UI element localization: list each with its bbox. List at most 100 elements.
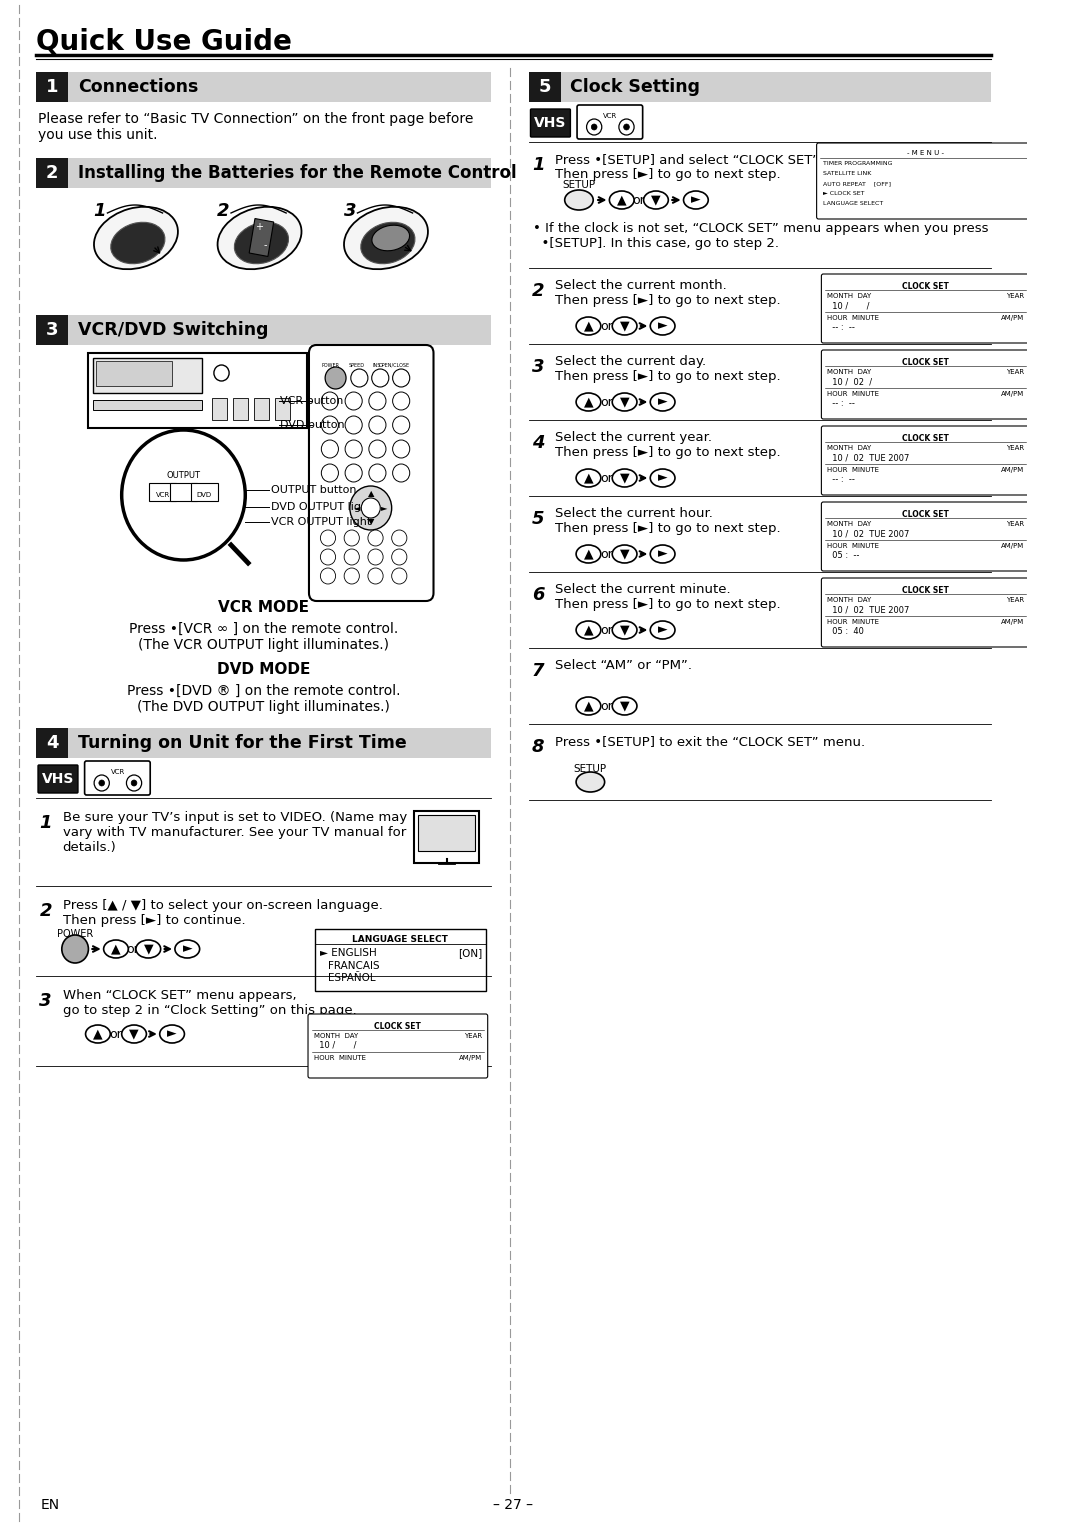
Text: ► ENGLISH: ► ENGLISH: [321, 948, 377, 958]
Bar: [36, 314, 68, 345]
Ellipse shape: [576, 468, 600, 487]
Bar: [36, 728, 490, 758]
Text: Select the current month.
Then press [►] to go to next step.: Select the current month. Then press [►]…: [555, 279, 781, 307]
Text: -- :  --: -- : --: [827, 398, 855, 407]
Bar: [415, 810, 480, 864]
Text: ◄: ◄: [354, 504, 361, 513]
Circle shape: [62, 935, 89, 963]
Text: Press •[VCR ∞ ] on the remote control.
(The VCR OUTPUT light illuminates.): Press •[VCR ∞ ] on the remote control. (…: [129, 623, 397, 652]
Text: AM/PM: AM/PM: [1001, 314, 1024, 320]
Ellipse shape: [576, 621, 600, 639]
Ellipse shape: [122, 1025, 147, 1042]
Bar: [36, 72, 490, 102]
Bar: [528, 72, 990, 102]
Text: YEAR: YEAR: [464, 1033, 482, 1039]
Text: ▲: ▲: [583, 548, 593, 560]
Ellipse shape: [111, 223, 165, 264]
Text: ▲: ▲: [617, 194, 626, 206]
Circle shape: [372, 369, 389, 388]
FancyBboxPatch shape: [822, 578, 1029, 647]
Text: 5: 5: [531, 510, 544, 528]
Text: VCR OUTPUT light: VCR OUTPUT light: [271, 517, 372, 526]
Bar: [191, 484, 218, 501]
Text: VCR: VCR: [604, 113, 618, 119]
Circle shape: [392, 568, 407, 584]
Text: MONTH  DAY: MONTH DAY: [827, 369, 872, 375]
Text: AM/PM: AM/PM: [1001, 543, 1024, 549]
Ellipse shape: [612, 545, 637, 563]
Text: or: or: [125, 943, 138, 955]
Text: ▼: ▼: [620, 319, 630, 333]
Circle shape: [321, 549, 336, 565]
Text: DVD button: DVD button: [281, 420, 346, 430]
Text: AM/PM: AM/PM: [1001, 620, 1024, 626]
Text: VCR/DVD Switching: VCR/DVD Switching: [78, 320, 269, 339]
FancyBboxPatch shape: [816, 143, 1035, 220]
Ellipse shape: [345, 206, 428, 269]
Text: MONTH  DAY: MONTH DAY: [827, 446, 872, 452]
Text: ▲: ▲: [583, 699, 593, 713]
Text: DVD MODE: DVD MODE: [217, 662, 310, 678]
Ellipse shape: [650, 317, 675, 336]
Circle shape: [619, 119, 634, 134]
Text: or: or: [600, 472, 613, 484]
Circle shape: [368, 530, 383, 546]
Bar: [36, 314, 490, 345]
Circle shape: [322, 439, 338, 458]
Circle shape: [368, 549, 383, 565]
Circle shape: [392, 549, 407, 565]
Ellipse shape: [175, 940, 200, 958]
Bar: [36, 159, 68, 188]
Ellipse shape: [104, 940, 129, 958]
Circle shape: [345, 549, 360, 565]
Ellipse shape: [234, 223, 288, 264]
Text: MONTH  DAY: MONTH DAY: [313, 1033, 357, 1039]
Text: SPEED: SPEED: [349, 363, 365, 368]
Text: ►: ►: [183, 943, 192, 955]
Ellipse shape: [612, 697, 637, 716]
Text: 05 :  40: 05 : 40: [827, 627, 864, 636]
Text: 3: 3: [46, 320, 58, 339]
Text: Select the current hour.
Then press [►] to go to next step.: Select the current hour. Then press [►] …: [555, 507, 781, 536]
Bar: [528, 72, 561, 102]
Text: or: or: [600, 624, 613, 636]
Text: ▲: ▲: [583, 624, 593, 636]
Circle shape: [346, 392, 362, 410]
Text: 1: 1: [94, 201, 106, 220]
Circle shape: [623, 124, 630, 130]
Bar: [93, 359, 202, 394]
Text: ▼: ▼: [620, 624, 630, 636]
Ellipse shape: [650, 468, 675, 487]
Circle shape: [346, 417, 362, 433]
Text: HOUR  MINUTE: HOUR MINUTE: [827, 314, 879, 320]
Text: ► CLOCK SET: ► CLOCK SET: [823, 191, 865, 195]
Text: ESPAÑOL: ESPAÑOL: [328, 974, 376, 983]
Text: LANGUAGE SELECT: LANGUAGE SELECT: [352, 935, 448, 945]
Text: 7: 7: [531, 662, 544, 681]
Text: EN: EN: [41, 1499, 60, 1512]
Ellipse shape: [217, 206, 301, 269]
Text: Press •[DVD ® ] on the remote control.
(The DVD OUTPUT light illuminates.): Press •[DVD ® ] on the remote control. (…: [126, 684, 400, 714]
Text: HOUR  MINUTE: HOUR MINUTE: [827, 543, 879, 549]
Ellipse shape: [612, 468, 637, 487]
Text: ►: ►: [658, 624, 667, 636]
Text: 5: 5: [539, 78, 551, 96]
FancyBboxPatch shape: [822, 349, 1029, 420]
Text: 2: 2: [531, 282, 544, 301]
Text: Select the current year.
Then press [►] to go to next step.: Select the current year. Then press [►] …: [555, 430, 781, 459]
Ellipse shape: [85, 1025, 110, 1042]
Text: ►: ►: [658, 548, 667, 560]
Text: Select the current minute.
Then press [►] to go to next step.: Select the current minute. Then press [►…: [555, 583, 781, 610]
Circle shape: [393, 464, 409, 482]
Circle shape: [393, 392, 409, 410]
Text: ▼: ▼: [130, 1027, 139, 1041]
Text: 2: 2: [39, 902, 52, 920]
Circle shape: [351, 369, 368, 388]
Circle shape: [592, 124, 597, 130]
Circle shape: [321, 530, 336, 546]
Text: SETUP: SETUP: [573, 765, 607, 774]
Text: 2: 2: [217, 201, 230, 220]
Text: LANGUAGE SELECT: LANGUAGE SELECT: [823, 201, 883, 206]
Text: +: +: [255, 221, 262, 232]
Text: 1: 1: [531, 156, 544, 174]
